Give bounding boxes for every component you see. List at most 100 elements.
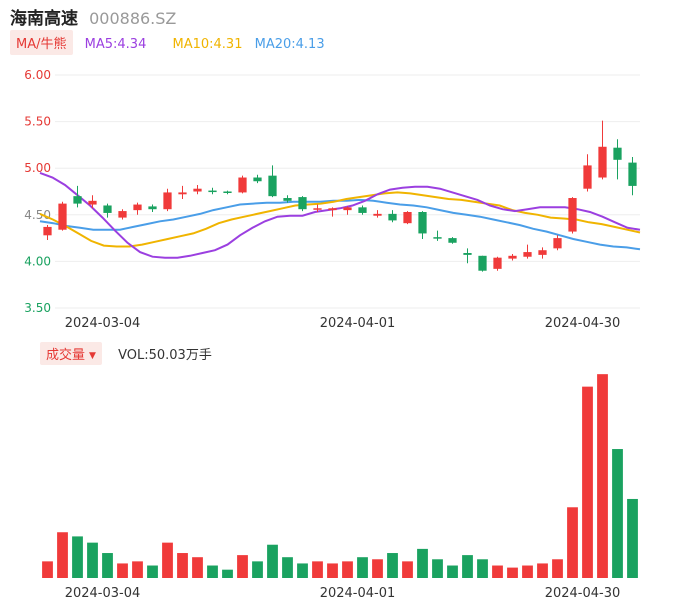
candle-body	[583, 165, 592, 189]
volume-bar	[477, 559, 488, 578]
volume-bar	[117, 563, 128, 578]
candle-body	[448, 238, 457, 243]
candle-body	[343, 207, 352, 211]
volume-value: VOL:50.03万手	[118, 348, 212, 363]
volume-bar	[612, 449, 623, 578]
candle-body	[253, 177, 262, 182]
candle-body	[313, 208, 322, 210]
volume-bar	[462, 555, 473, 578]
candle-body	[538, 250, 547, 255]
volume-bar	[342, 561, 353, 578]
volume-bar	[297, 563, 308, 578]
volume-bar	[87, 542, 98, 578]
candle-body	[148, 206, 157, 210]
ma10-line	[39, 191, 641, 248]
candle-body	[373, 213, 382, 216]
candle-body	[493, 257, 502, 269]
candle-body	[328, 208, 337, 211]
volume-bar	[147, 565, 158, 578]
candle-body	[478, 255, 487, 271]
volume-bar	[72, 536, 83, 578]
volume-bar	[552, 559, 563, 578]
volume-tag-label: 成交量	[46, 348, 86, 363]
y-tick-label: 6.00	[24, 68, 51, 82]
candle-body	[568, 198, 577, 232]
candle-body	[298, 197, 307, 210]
y-tick-label: 5.00	[24, 161, 51, 175]
candle-body	[193, 188, 202, 192]
volume-bar	[282, 557, 293, 578]
volume-bar	[417, 548, 428, 578]
volume-bar	[177, 553, 188, 578]
candle-body	[598, 146, 607, 178]
candle-body	[178, 192, 187, 195]
ma-legend: MA/牛熊 MA5:4.34 MA10:4.31 MA20:4.13	[10, 30, 325, 55]
candle-body	[388, 213, 397, 221]
candle-body	[403, 212, 412, 224]
candle-body	[418, 212, 427, 234]
y-tick-label: 4.00	[24, 254, 51, 268]
candle-body	[283, 198, 292, 201]
candle-body	[43, 226, 52, 236]
volume-bar	[357, 557, 368, 578]
volume-bar	[432, 559, 443, 578]
ma10-label: MA10:4.31	[172, 37, 243, 52]
candle-body	[223, 191, 232, 193]
x-tick-label: 2024-04-01	[320, 316, 396, 331]
ma5-label: MA5:4.34	[84, 37, 147, 52]
stock-code: 000886.SZ	[89, 9, 177, 28]
volume-bar	[582, 386, 593, 578]
volume-x-tick-label: 2024-04-01	[320, 586, 396, 601]
volume-bar	[207, 565, 218, 578]
candle-body	[58, 203, 67, 230]
volume-bar	[132, 561, 143, 578]
volume-bar	[507, 567, 518, 578]
volume-legend: 成交量 ▼ VOL:50.03万手	[40, 342, 212, 365]
ma20-label: MA20:4.13	[254, 37, 325, 52]
volume-bar	[42, 561, 53, 578]
volume-bar	[327, 563, 338, 578]
volume-indicator-button[interactable]: 成交量 ▼	[40, 342, 102, 365]
candle-body	[208, 190, 217, 193]
volume-x-tick-label: 2024-03-04	[65, 586, 141, 601]
candle-body	[133, 204, 142, 211]
volume-bar	[537, 563, 548, 578]
volume-bar	[447, 565, 458, 578]
candle-body	[103, 205, 112, 213]
candle-body	[268, 175, 277, 197]
y-tick-label: 4.50	[24, 208, 51, 222]
candle-body	[628, 162, 637, 186]
y-tick-label: 5.50	[24, 115, 51, 129]
stock-header: 海南高速 000886.SZ	[10, 4, 177, 29]
volume-bar	[372, 559, 383, 578]
candle-body	[73, 196, 82, 204]
volume-bar	[192, 557, 203, 578]
volume-bar	[57, 532, 68, 578]
ma-indicator-button[interactable]: MA/牛熊	[10, 30, 73, 55]
volume-bar	[567, 507, 578, 578]
candle-body	[523, 252, 532, 257]
volume-x-tick-label: 2024-04-30	[545, 586, 621, 601]
candle-body	[433, 237, 442, 239]
candle-body	[118, 211, 127, 218]
candle-body	[238, 177, 247, 193]
volume-bar	[237, 555, 248, 578]
volume-bar	[222, 569, 233, 578]
candle-body	[553, 238, 562, 249]
volume-bar	[102, 553, 113, 578]
candle-body	[463, 253, 472, 255]
x-tick-label: 2024-04-30	[545, 316, 621, 331]
volume-bar	[522, 565, 533, 578]
volume-bar	[597, 374, 608, 578]
volume-bar	[492, 565, 503, 578]
volume-bar	[312, 561, 323, 578]
candle-body	[508, 255, 517, 259]
volume-bar	[627, 498, 638, 578]
ma5-line	[39, 171, 641, 259]
volume-bar	[252, 561, 263, 578]
volume-bar	[402, 561, 413, 578]
candle-body	[358, 207, 367, 213]
volume-bar	[267, 544, 278, 578]
volume-bar	[387, 553, 398, 578]
